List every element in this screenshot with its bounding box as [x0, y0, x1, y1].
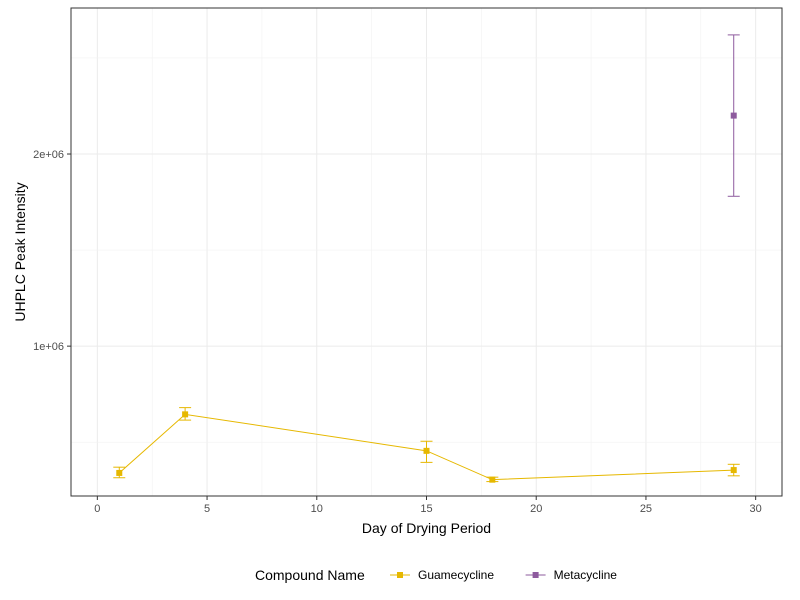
data-point — [730, 467, 737, 474]
legend-label: Guamecycline — [418, 568, 494, 582]
x-tick-label: 30 — [750, 503, 762, 515]
y-tick-label: 1e+06 — [33, 341, 64, 353]
y-axis-title: UHPLC Peak Intensity — [12, 182, 28, 321]
x-axis-title: Day of Drying Period — [362, 520, 491, 536]
legend: Compound Name Guamecycline Metacycline — [255, 567, 617, 583]
data-point — [423, 447, 430, 454]
legend-label: Metacycline — [554, 568, 618, 582]
x-tick-label: 0 — [94, 503, 100, 515]
x-tick-label: 20 — [530, 503, 542, 515]
series-guamecycline — [113, 407, 740, 483]
series-layer — [113, 34, 740, 483]
data-point — [489, 476, 496, 483]
legend-title: Compound Name — [255, 567, 365, 583]
series-metacycline — [727, 34, 740, 197]
x-tick-label: 10 — [311, 503, 323, 515]
x-tick-label: 15 — [420, 503, 432, 515]
legend-item-guamecycline: Guamecycline — [390, 568, 494, 582]
x-tick-label: 5 — [204, 503, 210, 515]
data-point — [730, 112, 737, 119]
legend-key-marker — [532, 572, 539, 578]
x-tick-label: 25 — [640, 503, 652, 515]
grid — [71, 8, 782, 496]
data-point — [116, 469, 123, 476]
data-point — [182, 411, 189, 418]
y-tick-label: 2e+06 — [33, 149, 64, 161]
legend-key-marker — [397, 572, 403, 578]
axes: 0 5 10 15 20 25 30 1e+06 2e+06 — [33, 149, 762, 515]
legend-item-metacycline: Metacycline — [525, 568, 618, 582]
